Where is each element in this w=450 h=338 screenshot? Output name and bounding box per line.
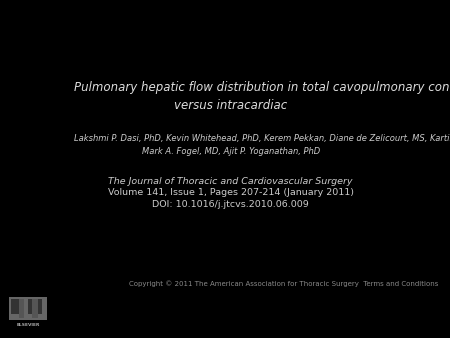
Text: Volume 141, Issue 1, Pages 207-214 (January 2011): Volume 141, Issue 1, Pages 207-214 (Janu… [108, 188, 354, 197]
Text: versus intracardiac: versus intracardiac [174, 99, 287, 112]
Text: ELSEVIER: ELSEVIER [17, 323, 40, 327]
Bar [9, 297, 47, 320]
Text: Mark A. Fogel, MD, Ajit P. Yoganathan, PhD: Mark A. Fogel, MD, Ajit P. Yoganathan, P… [141, 147, 320, 156]
Text: DOI: 10.1016/j.jtcvs.2010.06.009: DOI: 10.1016/j.jtcvs.2010.06.009 [152, 200, 309, 209]
Text: Lakshmi P. Dasi, PhD, Kevin Whitehead, PhD, Kerem Pekkan, Diane de Zelicourt, MS: Lakshmi P. Dasi, PhD, Kevin Whitehead, P… [74, 134, 450, 143]
Text: Pulmonary hepatic flow distribution in total cavopulmonary connections: Extracar: Pulmonary hepatic flow distribution in t… [74, 81, 450, 94]
Bar [18, 299, 24, 318]
Bar [11, 299, 24, 314]
Text: The Journal of Thoracic and Cardiovascular Surgery: The Journal of Thoracic and Cardiovascul… [108, 176, 353, 186]
Bar [28, 299, 41, 314]
Text: Copyright © 2011 The American Association for Thoracic Surgery  Terms and Condit: Copyright © 2011 The American Associatio… [130, 281, 439, 287]
Bar [32, 299, 38, 318]
